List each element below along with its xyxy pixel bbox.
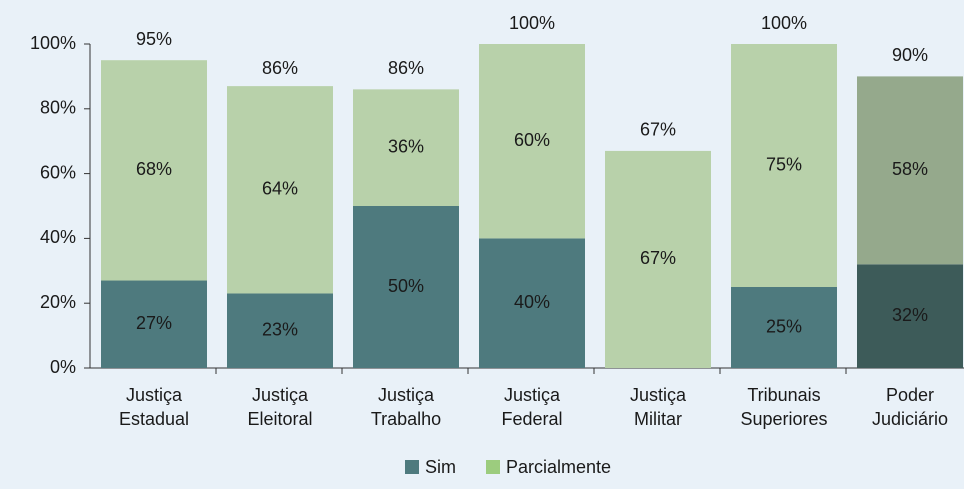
data-label: 32% bbox=[892, 305, 928, 325]
x-tick-label: Eleitoral bbox=[247, 409, 312, 429]
y-tick-label: 20% bbox=[40, 292, 76, 312]
bar-segment bbox=[479, 238, 585, 368]
data-label: 67% bbox=[640, 248, 676, 268]
x-tick-label: Poder bbox=[886, 385, 934, 405]
data-label: 75% bbox=[766, 154, 802, 174]
y-tick-label: 40% bbox=[40, 227, 76, 247]
bar-segment bbox=[857, 76, 963, 265]
data-label: 27% bbox=[136, 313, 172, 333]
y-tick-label: 80% bbox=[40, 98, 76, 118]
total-label: 100% bbox=[761, 13, 807, 33]
x-tick-label: Estadual bbox=[119, 409, 189, 429]
data-label: 58% bbox=[892, 159, 928, 179]
data-label: 36% bbox=[388, 136, 424, 156]
x-tick-label: Superiores bbox=[740, 409, 827, 429]
data-label: 64% bbox=[262, 179, 298, 199]
data-label: 40% bbox=[514, 292, 550, 312]
total-label: 90% bbox=[892, 45, 928, 65]
x-tick-label: Justiça bbox=[126, 385, 183, 405]
total-label: 95% bbox=[136, 29, 172, 49]
x-tick-label: Justiça bbox=[504, 385, 561, 405]
bar-segment bbox=[101, 60, 207, 281]
total-label: 86% bbox=[388, 58, 424, 78]
data-label: 25% bbox=[766, 316, 802, 336]
y-tick-label: 60% bbox=[40, 162, 76, 182]
x-tick-label: Justiça bbox=[252, 385, 309, 405]
bar-segment bbox=[731, 44, 837, 287]
bar-segment bbox=[731, 287, 837, 368]
data-label: 60% bbox=[514, 130, 550, 150]
legend-label: Parcialmente bbox=[506, 457, 611, 477]
y-tick-label: 100% bbox=[30, 33, 76, 53]
bar-segment bbox=[857, 264, 963, 368]
x-tick-label: Judiciário bbox=[872, 409, 948, 429]
bar-segment bbox=[101, 280, 207, 368]
total-label: 86% bbox=[262, 58, 298, 78]
bar-segment bbox=[227, 293, 333, 368]
x-tick-label: Militar bbox=[634, 409, 682, 429]
data-label: 50% bbox=[388, 276, 424, 296]
legend-label: Sim bbox=[425, 457, 456, 477]
y-tick-label: 0% bbox=[50, 357, 76, 377]
legend-swatch bbox=[486, 460, 500, 474]
total-label: 67% bbox=[640, 120, 676, 140]
data-label: 23% bbox=[262, 319, 298, 339]
x-tick-label: Justiça bbox=[630, 385, 687, 405]
bar-segment bbox=[227, 86, 333, 294]
x-tick-label: Trabalho bbox=[371, 409, 441, 429]
total-label: 100% bbox=[509, 13, 555, 33]
x-tick-label: Tribunais bbox=[747, 385, 820, 405]
bar-segment bbox=[479, 44, 585, 239]
x-tick-label: Federal bbox=[501, 409, 562, 429]
bar-segment bbox=[353, 89, 459, 206]
legend-swatch bbox=[405, 460, 419, 474]
x-tick-label: Justiça bbox=[378, 385, 435, 405]
bar-segment bbox=[605, 150, 711, 368]
data-label: 68% bbox=[136, 159, 172, 179]
bar-segment bbox=[353, 206, 459, 368]
